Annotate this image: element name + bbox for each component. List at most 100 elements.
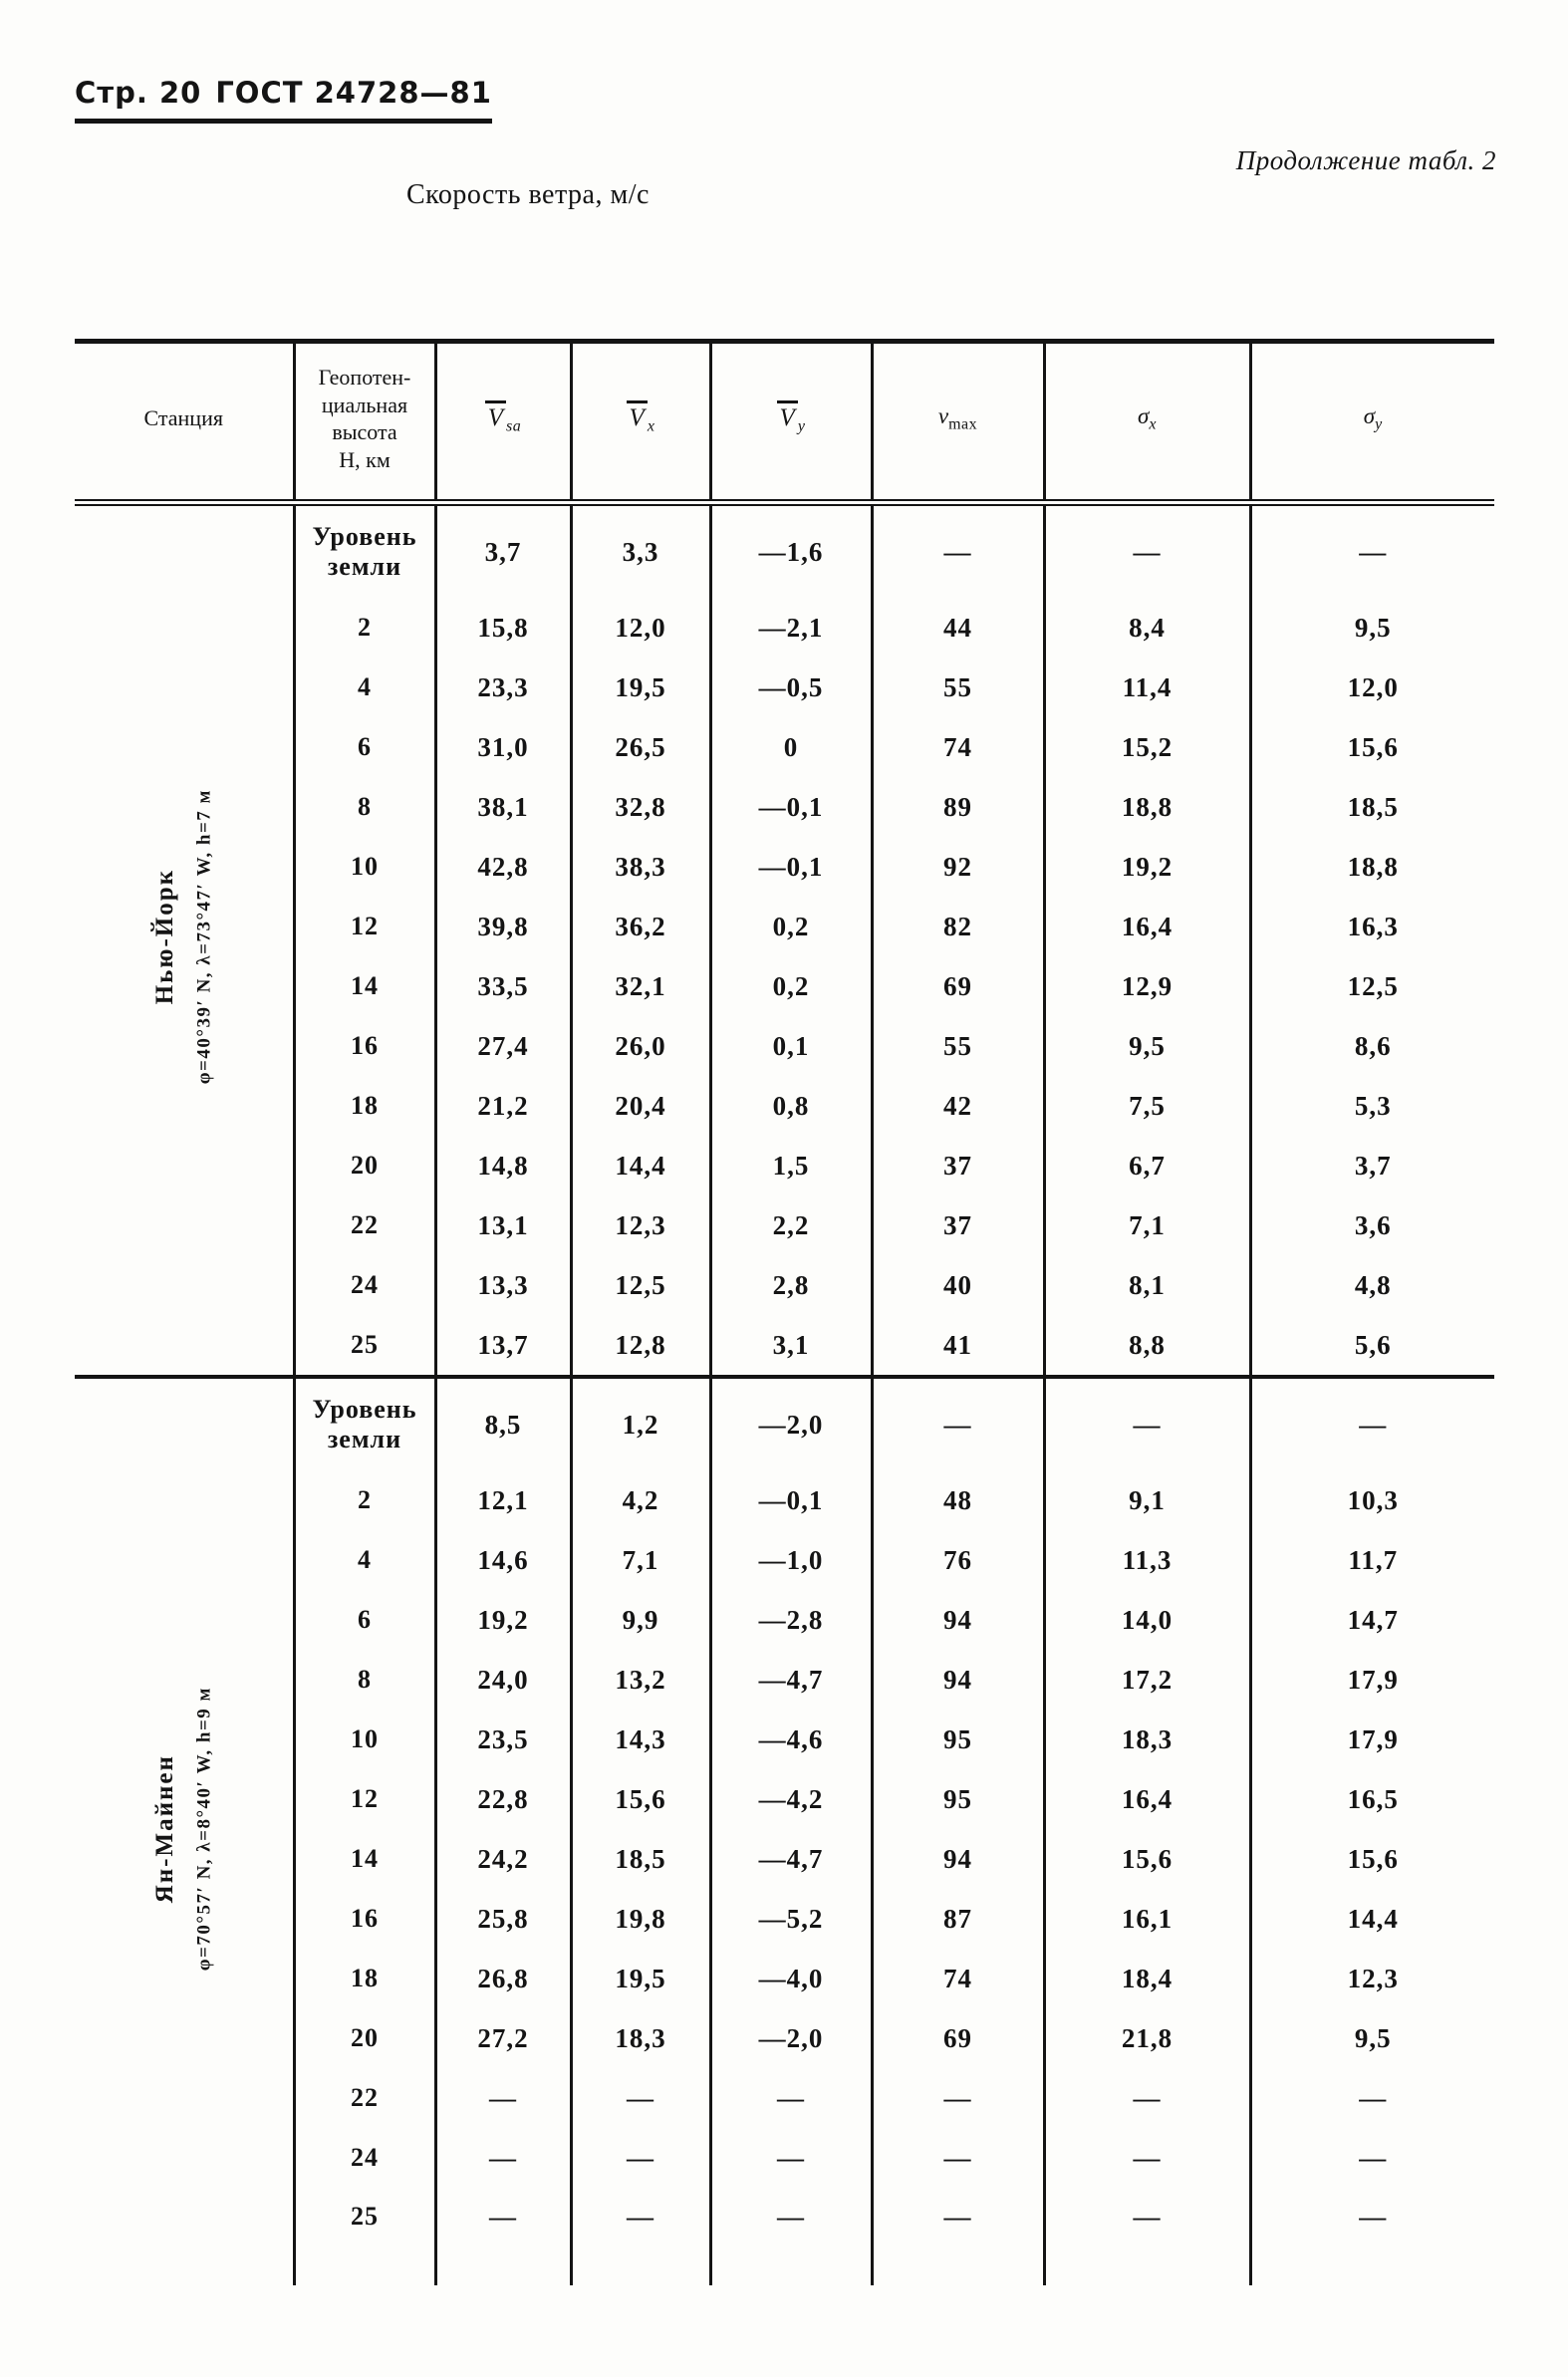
vsa-cell: 23,3 <box>433 658 571 717</box>
col-header-station: Станция <box>75 341 294 506</box>
sigma-y-cell: 14,7 <box>1248 1590 1494 1650</box>
sigma-y-cell: — <box>1248 1377 1494 1470</box>
vy-cell: —0,1 <box>708 1470 872 1530</box>
station-block-new-york: Нью-Йорк φ=40°39′ N, λ=73°47′ W, h=7 м У… <box>75 502 1494 1377</box>
height-cell: 18 <box>292 1949 435 2008</box>
table-row: 14 33,5 32,1 0,2 69 12,9 12,5 <box>75 956 1494 1016</box>
table-row: 8 24,0 13,2 —4,7 94 17,2 17,9 <box>75 1650 1494 1710</box>
sigma-y-cell: 16,5 <box>1248 1769 1494 1829</box>
table-row: 22 13,1 12,3 2,2 37 7,1 3,6 <box>75 1195 1494 1255</box>
col-header-sigma-y: σy <box>1248 341 1494 506</box>
height-cell: 16 <box>292 1889 435 1949</box>
sigma-x-cell: 18,3 <box>1042 1710 1250 1769</box>
sigma-x-cell: — <box>1042 2068 1250 2128</box>
sigma-y-cell: — <box>1248 2128 1494 2188</box>
sigma-x-cell: 9,5 <box>1042 1016 1250 1076</box>
table-row: 20 14,8 14,4 1,5 37 6,7 3,7 <box>75 1136 1494 1195</box>
table-row: 6 31,0 26,5 0 74 15,2 15,6 <box>75 717 1494 777</box>
vsa-cell: — <box>433 2128 571 2188</box>
sigma-y-cell: — <box>1248 2068 1494 2128</box>
vy-cell: —1,6 <box>708 502 872 598</box>
vsa-cell: 13,1 <box>433 1195 571 1255</box>
table-row: 4 14,6 7,1 —1,0 76 11,3 11,7 <box>75 1530 1494 1590</box>
vy-cell: 0,2 <box>708 897 872 956</box>
height-cell: Уровень земли <box>292 502 435 598</box>
vsa-cell: 27,4 <box>433 1016 571 1076</box>
vmax-cell: 94 <box>870 1590 1044 1650</box>
sigma-x-cell: 15,2 <box>1042 717 1250 777</box>
sigma-y-cell: 4,8 <box>1248 1255 1494 1315</box>
vmax-cell: 94 <box>870 1650 1044 1710</box>
page-number-label: Стр. 20 <box>75 76 202 110</box>
station-name: Нью-Йорк <box>151 869 179 1005</box>
sigma-y-cell: 18,5 <box>1248 777 1494 837</box>
vy-cell: 0 <box>708 717 872 777</box>
sigma-x-cell: 16,4 <box>1042 1769 1250 1829</box>
vmax-cell: 42 <box>870 1076 1044 1136</box>
height-cell: 18 <box>292 1076 435 1136</box>
vmax-cell: 87 <box>870 1889 1044 1949</box>
height-cell: Уровень земли <box>292 1377 435 1470</box>
vsa-cell: 14,8 <box>433 1136 571 1195</box>
table-row: 12 22,8 15,6 —4,2 95 16,4 16,5 <box>75 1769 1494 1829</box>
sigma-x-cell: — <box>1042 502 1250 598</box>
vy-cell: 2,2 <box>708 1195 872 1255</box>
table-row: Нью-Йорк φ=40°39′ N, λ=73°47′ W, h=7 м У… <box>75 502 1494 1085</box>
sigma-y-cell: 3,6 <box>1248 1195 1494 1255</box>
table-head: Станция Геопотен- циальная высота Н, км … <box>75 341 1494 506</box>
vsa-cell: 13,3 <box>433 1255 571 1315</box>
vx-cell: 18,5 <box>569 1829 710 1889</box>
vx-cell: 18,3 <box>569 2008 710 2068</box>
station-cell: Нью-Йорк φ=40°39′ N, λ=73°47′ W, h=7 м <box>75 503 294 1378</box>
vx-cell: 20,4 <box>569 1076 710 1136</box>
sigma-x-cell: 16,1 <box>1042 1889 1250 1949</box>
height-cell: 14 <box>292 956 435 1016</box>
table-row: 12 39,8 36,2 0,2 82 16,4 16,3 <box>75 897 1494 956</box>
height-cell: 10 <box>292 1710 435 1769</box>
table-row: 10 42,8 38,3 —0,1 92 19,2 18,8 <box>75 837 1494 897</box>
height-cell: 10 <box>292 837 435 897</box>
vsa-cell: 14,6 <box>433 1530 571 1590</box>
sigma-y-cell: — <box>1248 502 1494 598</box>
vy-cell: —4,7 <box>708 1829 872 1889</box>
vy-cell: —4,6 <box>708 1710 872 1769</box>
table-header-row: Станция Геопотен- циальная высота Н, км … <box>75 341 1494 506</box>
vmax-cell: 92 <box>870 837 1044 897</box>
vsa-cell: 15,8 <box>433 598 571 658</box>
height-cell: 22 <box>292 1195 435 1255</box>
vy-cell: — <box>708 2188 872 2285</box>
page-header: Стр. 20 ГОСТ 24728—81 <box>75 76 492 124</box>
vsa-cell: 39,8 <box>433 897 571 956</box>
sigma-x-cell: — <box>1042 2188 1250 2285</box>
sigma-y-cell: 9,5 <box>1248 598 1494 658</box>
vmax-cell: 74 <box>870 1949 1044 2008</box>
vx-cell: 19,5 <box>569 1949 710 2008</box>
sigma-x-cell: 11,3 <box>1042 1530 1250 1590</box>
sigma-y-cell: — <box>1248 2188 1494 2285</box>
sigma-x-cell: 18,4 <box>1042 1949 1250 2008</box>
vsa-cell: 33,5 <box>433 956 571 1016</box>
table-row: 16 25,8 19,8 —5,2 87 16,1 14,4 <box>75 1889 1494 1949</box>
station-label: Нью-Йорк φ=40°39′ N, λ=73°47′ W, h=7 м <box>151 789 215 1084</box>
vmax-cell: — <box>870 2188 1044 2285</box>
vy-cell: 3,1 <box>708 1315 872 1377</box>
vsa-cell: 12,1 <box>433 1470 571 1530</box>
vy-cell: 0,1 <box>708 1016 872 1076</box>
sigma-x-cell: 7,5 <box>1042 1076 1250 1136</box>
sigma-x-cell: 11,4 <box>1042 658 1250 717</box>
col-header-height: Геопотен- циальная высота Н, км <box>292 341 435 506</box>
vsa-cell: 19,2 <box>433 1590 571 1650</box>
vmax-cell: — <box>870 2128 1044 2188</box>
vsa-cell: 21,2 <box>433 1076 571 1136</box>
vmax-cell: 69 <box>870 2008 1044 2068</box>
sigma-x-cell: 19,2 <box>1042 837 1250 897</box>
vmax-cell: 55 <box>870 658 1044 717</box>
vmax-cell: — <box>870 502 1044 598</box>
sigma-x-cell: 18,8 <box>1042 777 1250 837</box>
height-cell: 4 <box>292 658 435 717</box>
vsa-cell: 24,2 <box>433 1829 571 1889</box>
table-row: 2 15,8 12,0 —2,1 44 8,4 9,5 <box>75 598 1494 658</box>
vmax-cell: 74 <box>870 717 1044 777</box>
vsa-cell: 31,0 <box>433 717 571 777</box>
